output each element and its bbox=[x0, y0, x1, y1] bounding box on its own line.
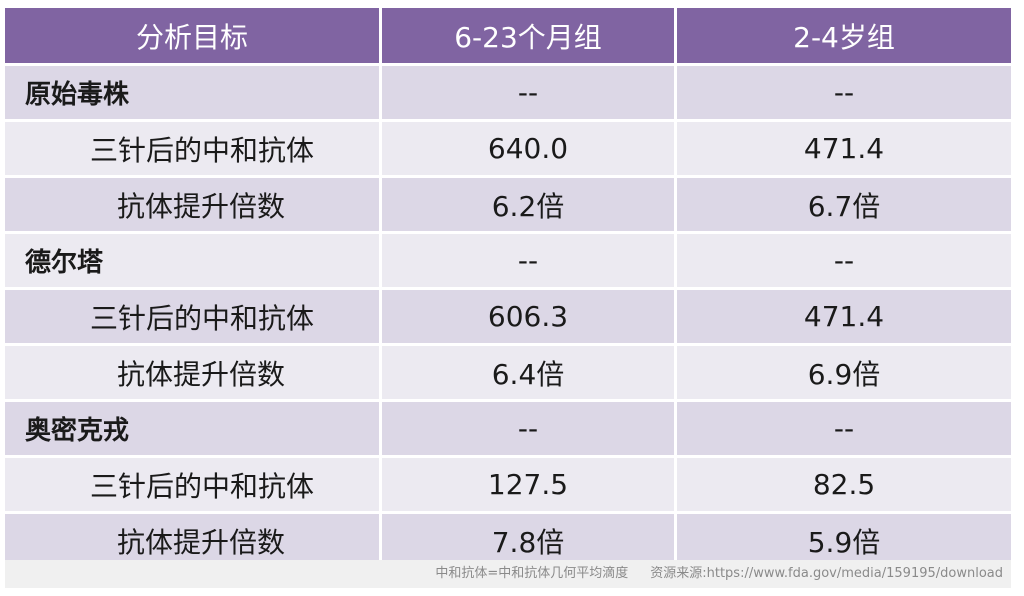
metric-label: 三针后的中和抗体 bbox=[5, 122, 382, 178]
results-table: 分析目标 6-23个月组 2-4岁组 原始毒株 -- -- 三针后的中和抗体 6… bbox=[5, 8, 1011, 570]
group-row-omicron: 奥密克戎 -- -- bbox=[5, 402, 1011, 458]
group-value-6-23-months: -- bbox=[382, 402, 677, 458]
group-value-6-23-months: -- bbox=[382, 66, 677, 122]
table-row: 三针后的中和抗体 606.3 471.4 bbox=[5, 290, 1011, 346]
group-value-6-23-months: -- bbox=[382, 234, 677, 290]
metric-label: 抗体提升倍数 bbox=[5, 346, 382, 402]
cell-6-23-months: 6.2倍 bbox=[382, 178, 677, 234]
header-analysis-target: 分析目标 bbox=[5, 8, 382, 66]
group-row-delta: 德尔塔 -- -- bbox=[5, 234, 1011, 290]
footnote-definition: 中和抗体=中和抗体几何平均滴度 bbox=[435, 566, 629, 581]
cell-6-23-months: 606.3 bbox=[382, 290, 677, 346]
metric-label: 三针后的中和抗体 bbox=[5, 290, 382, 346]
header-2-4-years: 2-4岁组 bbox=[677, 8, 1011, 66]
cell-2-4-years: 6.9倍 bbox=[677, 346, 1011, 402]
cell-6-23-months: 6.4倍 bbox=[382, 346, 677, 402]
group-value-2-4-years: -- bbox=[677, 234, 1011, 290]
metric-label: 三针后的中和抗体 bbox=[5, 458, 382, 514]
group-name: 奥密克戎 bbox=[5, 402, 382, 458]
cell-6-23-months: 127.5 bbox=[382, 458, 677, 514]
table-row: 三针后的中和抗体 127.5 82.5 bbox=[5, 458, 1011, 514]
group-name: 德尔塔 bbox=[5, 234, 382, 290]
footnote-source: 资源来源:https://www.fda.gov/media/159195/do… bbox=[650, 566, 1003, 581]
cell-2-4-years: 471.4 bbox=[677, 122, 1011, 178]
cell-2-4-years: 6.7倍 bbox=[677, 178, 1011, 234]
group-row-original-strain: 原始毒株 -- -- bbox=[5, 66, 1011, 122]
cell-2-4-years: 82.5 bbox=[677, 458, 1011, 514]
table-row: 抗体提升倍数 6.2倍 6.7倍 bbox=[5, 178, 1011, 234]
cell-6-23-months: 640.0 bbox=[382, 122, 677, 178]
footnote: 中和抗体=中和抗体几何平均滴度 资源来源:https://www.fda.gov/… bbox=[5, 560, 1011, 588]
table-row: 三针后的中和抗体 640.0 471.4 bbox=[5, 122, 1011, 178]
group-value-2-4-years: -- bbox=[677, 402, 1011, 458]
metric-label: 抗体提升倍数 bbox=[5, 178, 382, 234]
cell-2-4-years: 471.4 bbox=[677, 290, 1011, 346]
header-6-23-months: 6-23个月组 bbox=[382, 8, 677, 66]
group-value-2-4-years: -- bbox=[677, 66, 1011, 122]
table-header-row: 分析目标 6-23个月组 2-4岁组 bbox=[5, 8, 1011, 66]
table-row: 抗体提升倍数 6.4倍 6.9倍 bbox=[5, 346, 1011, 402]
group-name: 原始毒株 bbox=[5, 66, 382, 122]
